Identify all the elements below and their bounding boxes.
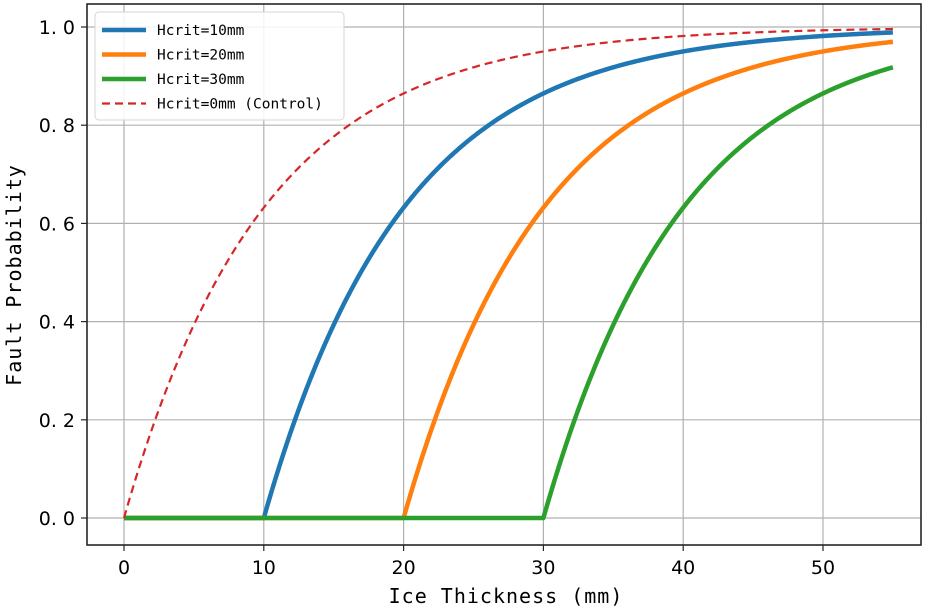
x-tick-label: 50 [811, 557, 835, 579]
series-line-hcrit-30mm [123, 65, 894, 521]
y-tick-label: 0. 6 [39, 213, 75, 235]
legend: Hcrit=10mm Hcrit=20mm Hcrit=30mm Hcrit=0mm … [94, 11, 345, 121]
y-tick-label: 0. 2 [39, 410, 75, 432]
x-tick-label: 20 [392, 557, 416, 579]
plot-curves [122, 27, 894, 521]
legend-label: Hcrit=10mm [157, 23, 245, 39]
y-tick-label: 0. 4 [39, 312, 75, 334]
axis-ticks: 0 10 20 30 40 50 0. 0 0. 2 0. 4 0. 6 0. 8 1. 0 [39, 17, 835, 579]
y-tick-label: 1. 0 [39, 17, 75, 39]
legend-label: Hcrit=30mm [157, 72, 245, 88]
axes-frame [86, 3, 922, 546]
x-tick-label: 0 [118, 557, 130, 579]
y-axis-label: Fault Probability [2, 164, 26, 386]
legend-label: Hcrit=20mm [157, 48, 245, 64]
x-tick-label: 10 [252, 557, 276, 579]
y-tick-label: 0. 8 [39, 115, 75, 137]
x-tick-label: 30 [531, 557, 555, 579]
x-tick-label: 40 [671, 557, 695, 579]
x-axis-label: Ice Thickness (mm) [389, 584, 624, 608]
legend-label: Hcrit=0mm (Control) [157, 97, 323, 113]
y-tick-label: 0. 0 [39, 508, 75, 530]
legend-box [94, 11, 345, 121]
